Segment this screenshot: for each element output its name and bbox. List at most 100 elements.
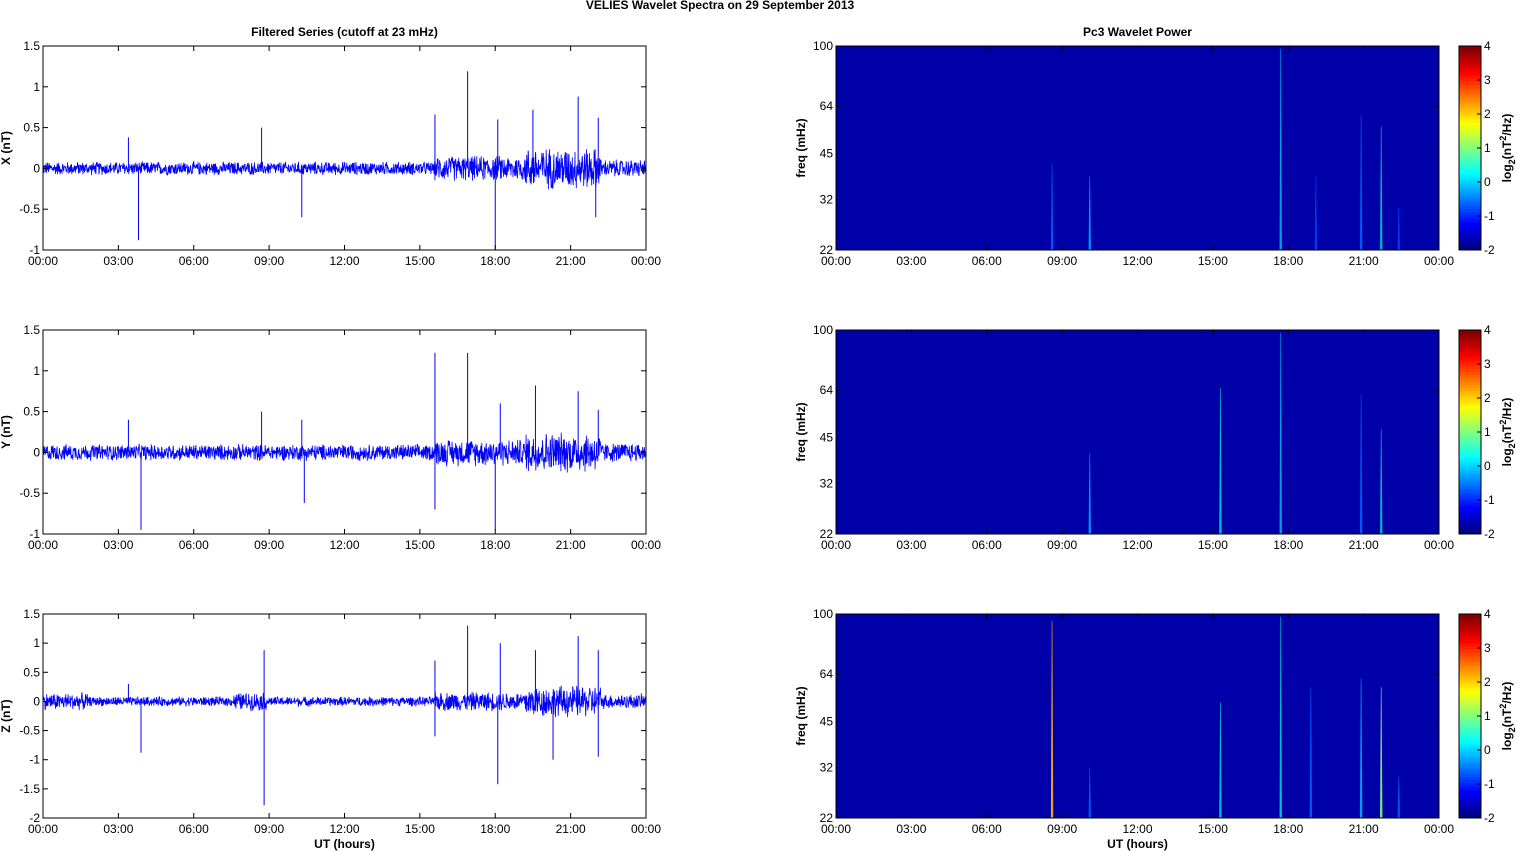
colorbar-cell (1459, 521, 1481, 525)
colorbar-cell (1459, 782, 1481, 787)
colorbar-cell (1459, 447, 1481, 452)
colorbar-cell (1459, 390, 1481, 395)
colorbar-cell (1459, 403, 1481, 407)
colorbar-cell (1459, 74, 1481, 79)
y-tick-label: 0.5 (23, 121, 40, 135)
x-tick-label: 12:00 (329, 254, 359, 268)
colorbar-cell (1459, 703, 1481, 707)
colorbar-cell (1459, 176, 1481, 181)
colorbar-cell (1459, 511, 1481, 516)
colorbar-cell (1459, 199, 1481, 203)
colorbar-cell (1459, 811, 1481, 816)
colorbar-cell (1459, 365, 1481, 369)
colorbar-tick-label: -1 (1484, 777, 1495, 791)
x-tick-label: 00:00 (631, 822, 661, 836)
colorbar-cell (1459, 112, 1481, 117)
colorbar-tick-label: 4 (1484, 607, 1491, 621)
colorbar-cell (1459, 61, 1481, 66)
colorbar-cell (1459, 358, 1481, 363)
plot-area (43, 330, 646, 534)
colorbar-cell (1459, 68, 1481, 72)
x-tick-label: 00:00 (1424, 822, 1454, 836)
colorbar-cell (1459, 381, 1481, 385)
y-tick-label: 1.5 (23, 39, 40, 53)
colorbar: -2 -1 0 1 2 3 4 log2(nT2/Hz) (1458, 39, 1517, 257)
y-tick-label: 64 (820, 99, 834, 113)
power-streak (1088, 767, 1091, 818)
y-tick-label: -1 (29, 527, 40, 541)
colorbar-cell (1459, 665, 1481, 669)
colorbar-cell (1459, 467, 1481, 471)
x-tick-label: 12:00 (1122, 254, 1152, 268)
y-tick-label: 22 (820, 527, 834, 541)
y-tick-label: 100 (813, 323, 833, 337)
y-tick-label: 0 (33, 694, 40, 708)
colorbar-cell (1459, 502, 1481, 506)
colorbar-tick-label: 0 (1484, 459, 1491, 473)
colorbar-cell (1459, 435, 1481, 439)
colorbar-cell (1459, 416, 1481, 420)
y-tick-label: 32 (820, 761, 834, 775)
x-tick-label: 18:00 (1273, 538, 1303, 552)
plot-area (43, 46, 646, 250)
colorbar-cell (1459, 109, 1481, 114)
x-tick-label: 03:00 (896, 254, 926, 268)
y-tick-label: 1.5 (23, 323, 40, 337)
x-tick-label: 09:00 (1047, 538, 1077, 552)
colorbar-cell (1459, 125, 1481, 130)
colorbar-cell (1459, 422, 1481, 427)
power-streak (1309, 687, 1313, 818)
colorbar-cell (1459, 230, 1481, 235)
x-tick-label: 06:00 (179, 254, 209, 268)
x-tick-label: 00:00 (28, 538, 58, 552)
colorbar-cell (1459, 412, 1481, 417)
colorbar-tick-label: 1 (1484, 141, 1491, 155)
colorbar-cell (1459, 352, 1481, 356)
colorbar-tick-label: 0 (1484, 743, 1491, 757)
colorbar-cell (1459, 339, 1481, 344)
colorbar-cell (1459, 770, 1481, 774)
colorbar-cell (1459, 786, 1481, 790)
colorbar-cell (1459, 432, 1481, 436)
colorbar-tick-label: 4 (1484, 39, 1491, 53)
power-streak (1219, 702, 1222, 818)
power-streak (1397, 776, 1400, 818)
colorbar-cell (1459, 179, 1481, 184)
colorbar-tick-label: 4 (1484, 323, 1491, 337)
colorbar-cell (1459, 393, 1481, 398)
colorbar-cell (1459, 170, 1481, 174)
colorbar-cell (1459, 479, 1481, 484)
colorbar-cell (1459, 492, 1481, 497)
colorbar-cell (1459, 744, 1481, 749)
y-tick-label: -1.5 (19, 782, 40, 796)
y-tick-label: 1 (33, 80, 40, 94)
y-tick-label: 100 (813, 607, 833, 621)
colorbar-cell (1459, 495, 1481, 500)
y-tick-label: 45 (820, 431, 834, 445)
power-streak (1279, 332, 1282, 534)
colorbar-cell (1459, 246, 1481, 251)
x-tick-label: 06:00 (972, 538, 1002, 552)
colorbar-cell (1459, 728, 1481, 733)
colorbar-label: log2(nT2/Hz) (1498, 114, 1517, 183)
y-tick-label: 1 (33, 636, 40, 650)
x-tick-label: 00:00 (28, 822, 58, 836)
colorbar-cell (1459, 716, 1481, 720)
x-tick-label: 06:00 (972, 822, 1002, 836)
y-tick-label: 45 (820, 147, 834, 161)
colorbar-cell (1459, 438, 1481, 443)
colorbar-cell (1459, 470, 1481, 474)
colorbar-tick-label: 3 (1484, 641, 1491, 655)
y-tick-label: 100 (813, 39, 833, 53)
x-axis-label: UT (hours) (1107, 837, 1168, 851)
x-tick-label: 21:00 (1349, 822, 1379, 836)
colorbar-cell (1459, 55, 1481, 60)
y-axis-label: freq (mHz) (794, 118, 808, 177)
colorbar-cell (1459, 623, 1481, 628)
colorbar-cell (1459, 163, 1481, 168)
colorbar-cell (1459, 183, 1481, 187)
x-tick-label: 21:00 (1349, 254, 1379, 268)
x-tick-label: 06:00 (972, 254, 1002, 268)
colorbar-cell (1459, 122, 1481, 127)
